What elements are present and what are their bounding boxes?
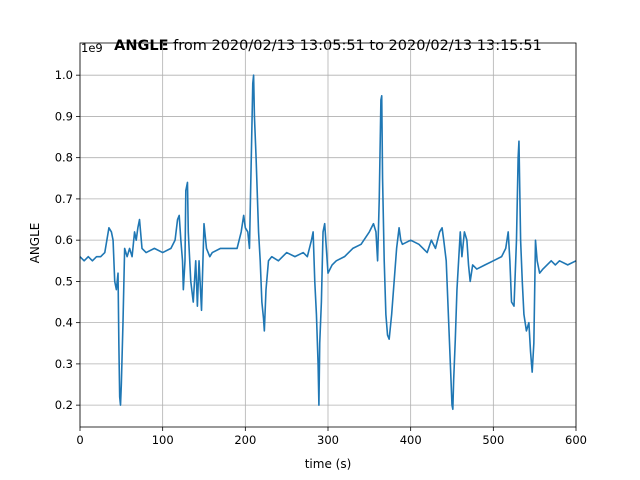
x-tick-label: 500	[482, 433, 504, 447]
y-tick-label: 0.5	[55, 274, 73, 288]
chart-title: ANGLE from 2020/02/13 13:05:51 to 2020/0…	[114, 38, 542, 54]
x-tick-label: 200	[234, 433, 256, 447]
y-tick-label: 0.3	[55, 357, 73, 371]
y-tick-label: 0.2	[55, 398, 73, 412]
x-tick-label: 400	[400, 433, 422, 447]
x-tick-label: 300	[317, 433, 339, 447]
y-tick-label: 0.7	[55, 192, 73, 206]
y-tick-label: 0.6	[55, 233, 73, 247]
data-line	[79, 74, 577, 411]
x-tick-label: 600	[565, 433, 587, 447]
title-bold: ANGLE	[114, 38, 168, 54]
title-rest: from 2020/02/13 13:05:51 to 2020/02/13 1…	[169, 38, 542, 54]
x-tick-label: 100	[152, 433, 174, 447]
plot-frame	[79, 42, 577, 428]
y-tick-label: 0.8	[55, 151, 73, 165]
y-tick-label: 0.4	[55, 316, 73, 330]
y-tick-label: 1.0	[55, 68, 73, 82]
y-tick-label: 0.9	[55, 109, 73, 123]
offset-text: 1e9	[81, 41, 103, 55]
x-tick-label: 0	[76, 433, 83, 447]
y-axis-label: ANGLE	[28, 223, 42, 264]
x-axis-label: time (s)	[305, 457, 352, 471]
